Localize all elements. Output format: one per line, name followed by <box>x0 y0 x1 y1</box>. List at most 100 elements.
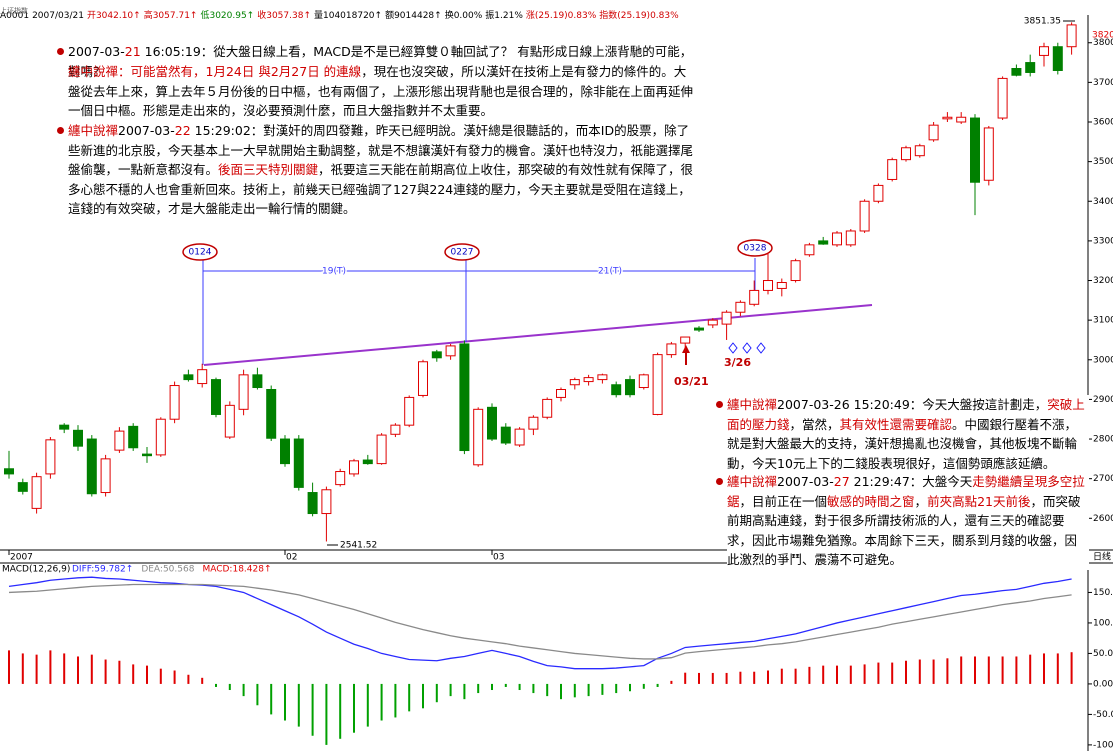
candle-body <box>1039 46 1049 56</box>
candle-body <box>790 260 801 282</box>
candle-body <box>169 385 180 420</box>
macd-line <box>8 576 1072 670</box>
candle-body <box>611 384 622 396</box>
macd-bar <box>284 683 286 721</box>
candle-body <box>514 428 525 446</box>
note-text: ，祇要這三天能在前期高位上收住，那突破的有效性就有保障了，很多心態不穩的人也會重… <box>68 162 694 216</box>
candle-body <box>238 374 249 410</box>
macd-bar <box>1070 652 1073 684</box>
macd-bar <box>767 670 769 684</box>
candle-body <box>280 438 290 465</box>
note-text: 22 <box>174 123 191 138</box>
y-tick-label: 0.00 <box>1093 679 1113 689</box>
macd-bar <box>380 683 383 721</box>
signal-marker <box>728 342 766 354</box>
y-tick-label: 50.00 <box>1093 649 1113 659</box>
macd-bar <box>642 683 645 689</box>
x-tick-label: 02 <box>286 553 297 563</box>
label-ring <box>182 243 218 261</box>
macd-bar <box>670 680 673 684</box>
macd-bar <box>877 662 880 684</box>
y-tick-label: 2800.00 <box>1093 435 1113 445</box>
annotation: 0124 <box>189 248 212 258</box>
macd-bar <box>173 670 176 684</box>
candle-body <box>569 379 580 386</box>
macd-bar <box>242 683 245 697</box>
note-text: 21 <box>124 44 141 59</box>
quote-bar: 上证指数 A0001 2007/03/21 开3042.10↑ 高3057.71↑ 低30… <box>0 7 685 21</box>
quote-item: 指数(25.19)0.83% <box>599 11 679 21</box>
candle-body <box>155 418 166 456</box>
note-text: 。中國銀行壓着不漲，就是對大盤最大的支持，漢奸想搗亂也沒機會，其他板塊不斷輪動，… <box>727 416 1078 471</box>
annotation: 21(T) <box>598 267 622 277</box>
y-tick-label: 2600.00 <box>1093 514 1113 524</box>
note-text: 2007-03- <box>68 44 125 59</box>
code: A0001 <box>0 11 30 21</box>
macd-bar <box>228 683 231 691</box>
arrow <box>682 345 690 365</box>
candle-body <box>307 492 318 515</box>
quote-item: 高3057.71↑ <box>143 11 198 21</box>
candle-body <box>266 389 277 439</box>
macd-bar <box>1056 653 1059 684</box>
quote-item: 换0.00% <box>444 11 483 21</box>
trend-line <box>203 304 873 366</box>
candle-body <box>887 159 898 180</box>
legend-entry: MACD:18.428↑ <box>202 565 271 575</box>
price-tag: 3820.7 <box>1092 31 1113 41</box>
macd-bar <box>311 683 314 736</box>
y-tick-label: 3000.00 <box>1093 355 1113 365</box>
candle-body <box>224 404 235 438</box>
note-text: 16:05:19：從大盤日線上看，MACD是不是已經算雙０軸回試了？ 有點形成日… <box>68 44 693 79</box>
note-text: 21:29:47：大盤今天 <box>849 474 973 489</box>
candle-body <box>1066 24 1077 48</box>
macd-bar <box>449 683 452 697</box>
macd-bar <box>905 660 907 684</box>
y-tick-label: 3200.00 <box>1093 276 1113 286</box>
annotation: 0227 <box>451 248 474 258</box>
note-text: 突破上面的壓力錢 <box>727 397 1085 432</box>
annotation: 03/21 <box>674 375 709 388</box>
panel-title: MACD(12,26,9) <box>2 565 70 575</box>
annotation: 0328 <box>744 244 767 254</box>
macd-bar <box>698 672 700 684</box>
macd-bar <box>215 683 217 687</box>
macd-bar <box>932 659 935 684</box>
macd-bar <box>629 683 631 692</box>
macd-bar <box>504 683 507 687</box>
y-tick-label: 3100.00 <box>1093 316 1113 326</box>
candle-body <box>1011 68 1022 76</box>
annotation: 19(T) <box>322 267 346 277</box>
macd-bar <box>21 653 24 684</box>
low-label: 2541.52 <box>340 541 377 551</box>
macd-bar <box>408 683 411 712</box>
candle-body <box>694 327 704 331</box>
macd-bar <box>63 653 66 684</box>
candle-body <box>928 124 939 141</box>
macd-bar <box>463 683 466 700</box>
macd-bar <box>560 683 562 700</box>
quote-item: 额9014428↑ <box>385 11 442 21</box>
candle-body <box>128 425 139 449</box>
macd-bar <box>90 654 93 684</box>
macd-bar <box>656 683 659 687</box>
note-text: ，而突破前期高點連錢，對于很多所謂技術派的人，還有三天的確認要求，因此市場難免猶… <box>727 493 1081 568</box>
macd-bar <box>201 677 204 684</box>
candle-body <box>597 374 608 381</box>
macd-bar <box>435 683 438 703</box>
macd-bar <box>159 668 162 684</box>
macd-bar <box>974 656 976 684</box>
macd-bar <box>118 660 121 684</box>
macd-bar <box>836 665 838 684</box>
macd-bar <box>822 665 825 684</box>
candle-body <box>142 453 152 457</box>
macd-bar <box>573 683 576 698</box>
macd-bar <box>132 664 135 684</box>
note-text: 纏中說禪 <box>727 474 778 489</box>
quote-item: 开3042.10↑ <box>86 11 141 21</box>
candle-body <box>763 280 773 291</box>
y-tick-label: 3400.00 <box>1093 197 1113 207</box>
period-label: 日线 <box>1093 551 1111 563</box>
candle-body <box>721 311 732 325</box>
